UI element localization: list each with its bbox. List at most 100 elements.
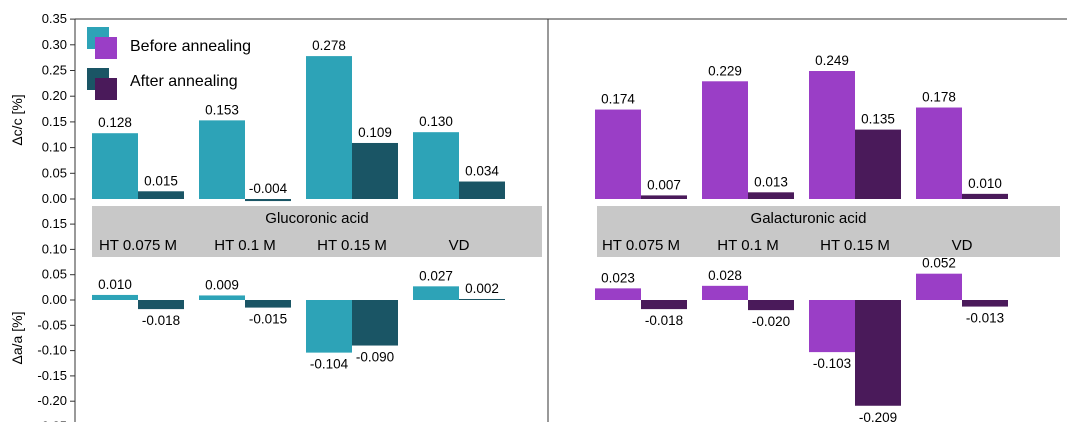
bar-da-a-after	[641, 300, 687, 310]
legend-before-label: Before annealing	[130, 38, 251, 55]
bars	[92, 56, 1008, 406]
data-label-da-a: 0.002	[465, 281, 499, 296]
bar-dc-c-before	[413, 132, 459, 199]
bar-dc-c-before	[595, 109, 641, 199]
bar-dc-c-before	[199, 120, 245, 199]
data-label-dc-c: 0.128	[98, 115, 132, 130]
bar-dc-c-after	[245, 199, 291, 202]
y-tick-label: 0.05	[42, 165, 67, 180]
y-tick-label: 0.15	[42, 216, 67, 231]
bar-dc-c-after	[962, 193, 1008, 199]
bar-dc-c-after	[855, 129, 901, 199]
category-label: VD	[449, 237, 470, 254]
bar-da-a-after	[245, 300, 291, 308]
bar-dc-c-after	[138, 191, 184, 199]
y-axis-label-top: Δc/c [%]	[9, 94, 25, 145]
bar-da-a-before	[702, 285, 748, 300]
y-tick-label: 0.05	[42, 267, 67, 282]
bar-dc-c-before	[92, 133, 138, 199]
category-label: VD	[952, 237, 973, 254]
bar-dc-c-before	[809, 71, 855, 199]
bar-dc-c-after	[459, 181, 505, 199]
bar-da-a-after	[138, 300, 184, 310]
data-label-da-a: -0.020	[752, 314, 790, 329]
y-tick-label: 0.10	[42, 140, 67, 155]
category-label: HT 0.1 M	[214, 237, 275, 254]
data-label-da-a: 0.010	[98, 277, 132, 292]
y-tick-label: -0.15	[37, 368, 67, 383]
bar-dc-c-after	[641, 195, 687, 199]
y-tick-label: 0.25	[42, 63, 67, 78]
y-tick-label: -0.05	[37, 317, 67, 332]
y-tick-label: 0.00	[42, 191, 67, 206]
bar-dc-c-before	[916, 107, 962, 199]
bar-dc-c-before	[702, 81, 748, 199]
bar-da-a-before	[306, 300, 352, 353]
group-title: Galacturonic acid	[751, 210, 867, 227]
data-label-dc-c: 0.249	[815, 53, 849, 68]
bar-da-a-before	[199, 295, 245, 300]
data-label-da-a: -0.104	[310, 357, 349, 372]
data-label-dc-c: 0.015	[144, 173, 178, 188]
category-label: HT 0.075 M	[602, 237, 680, 254]
panel-frames	[74, 18, 1067, 422]
bar-da-a-before	[809, 300, 855, 353]
data-label-dc-c: 0.034	[465, 164, 499, 179]
data-label-dc-c: 0.010	[968, 176, 1002, 191]
bar-da-a-before	[916, 273, 962, 300]
group-title: Glucoronic acid	[265, 210, 368, 227]
data-label-dc-c: 0.130	[419, 114, 453, 129]
bar-da-a-after	[352, 300, 398, 346]
y-tick-label: -0.20	[37, 393, 67, 408]
data-label-da-a: 0.023	[601, 270, 635, 285]
data-label-dc-c: -0.004	[249, 181, 288, 196]
data-label-dc-c: 0.178	[922, 90, 956, 105]
bar-da-a-after	[748, 300, 794, 311]
y-tick-label: 0.35	[42, 11, 67, 26]
category-label: HT 0.075 M	[99, 237, 177, 254]
bar-dc-c-after	[352, 142, 398, 199]
data-label-da-a: -0.018	[142, 313, 180, 328]
bar-da-a-after	[855, 300, 901, 406]
y-axes: 0.00 0.05 0.10 0.15 0.20 0.25 0.30 0.35 0.15 0.10…	[9, 11, 75, 422]
legend-swatch-gal-before	[95, 37, 117, 59]
y-tick-label: 0.00	[42, 292, 67, 307]
bar-da-a-before	[92, 294, 138, 300]
category-band-1	[92, 206, 542, 257]
bar-da-a-after	[962, 300, 1008, 307]
data-label-dc-c: 0.174	[601, 92, 635, 107]
category-band-2	[597, 206, 1060, 257]
data-label-dc-c: 0.109	[358, 125, 392, 140]
y-tick-label: 0.15	[42, 114, 67, 129]
data-label-da-a: 0.027	[419, 268, 453, 283]
bar-dc-c-before	[306, 56, 352, 199]
bar-dc-c-after	[748, 192, 794, 199]
category-label: HT 0.15 M	[317, 237, 387, 254]
category-bands: Glucoronic acid HT 0.075 M HT 0.1 M HT 0.15…	[92, 206, 1060, 257]
data-label-da-a: -0.209	[859, 410, 897, 422]
data-label-da-a: -0.103	[813, 356, 851, 371]
y-tick-label: 0.30	[42, 37, 67, 52]
category-label: HT 0.1 M	[717, 237, 778, 254]
legend-after-label: After annealing	[130, 73, 238, 90]
legend-swatch-gal-after	[95, 78, 117, 100]
bar-da-a-after	[459, 298, 505, 300]
data-labels: 0.128 0.010 0.015 -0.018 0.153 0.009 -0.004 -0.…	[98, 38, 1004, 422]
y-tick-label: 0.10	[42, 241, 67, 256]
bar-da-a-before	[595, 288, 641, 300]
data-label-dc-c: 0.153	[205, 102, 239, 117]
data-label-dc-c: 0.278	[312, 38, 346, 53]
data-label-dc-c: 0.229	[708, 63, 742, 78]
data-label-da-a: 0.009	[205, 277, 239, 292]
data-label-da-a: -0.013	[966, 311, 1004, 326]
data-label-dc-c: 0.013	[754, 174, 788, 189]
data-label-da-a: -0.090	[356, 350, 394, 365]
y-tick-label: 0.20	[42, 88, 67, 103]
data-label-da-a: 0.052	[922, 256, 956, 271]
data-label-da-a: -0.015	[249, 312, 287, 327]
y-tick-label: -0.10	[37, 343, 67, 358]
y-axis-label-bottom: Δa/a [%]	[9, 312, 25, 365]
data-label-dc-c: 0.135	[861, 112, 895, 127]
legend: Before annealing After annealing	[87, 27, 251, 100]
data-label-dc-c: 0.007	[647, 177, 681, 192]
